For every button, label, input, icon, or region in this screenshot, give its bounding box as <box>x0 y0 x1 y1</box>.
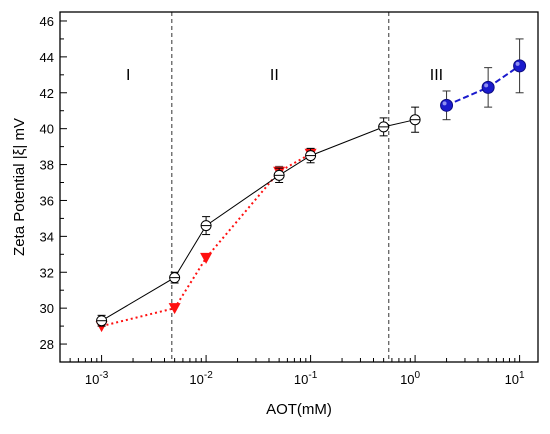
x-tick-base: 10 <box>294 372 308 387</box>
data-series <box>95 38 527 333</box>
x-tick-exponent: -2 <box>204 370 213 381</box>
x-tick-label: 101 <box>505 370 525 387</box>
y-tick-label: 28 <box>40 337 54 352</box>
y-tick-label: 40 <box>40 122 54 137</box>
y-tick-label: 38 <box>40 158 54 173</box>
y-tick-label: 30 <box>40 301 54 316</box>
region-label-1: I <box>126 67 130 84</box>
y-axis-ticks: 28 30 32 34 36 38 40 42 44 46 <box>40 14 67 352</box>
x-tick-exponent: 1 <box>519 370 525 381</box>
x-tick-label: 10-2 <box>189 370 213 387</box>
x-tick-label: 10-1 <box>294 370 318 387</box>
data-point <box>513 59 527 73</box>
x-tick-exponent: -3 <box>99 370 108 381</box>
y-tick-label: 44 <box>40 50 54 65</box>
plot-frame <box>59 11 539 363</box>
data-point-highlight <box>515 61 520 66</box>
x-tick-exponent: -1 <box>308 370 317 381</box>
x-tick-label: 10-3 <box>85 370 109 387</box>
y-tick-label: 46 <box>40 14 54 29</box>
x-tick-label: 100 <box>400 370 420 387</box>
x-tick-base: 10 <box>189 372 203 387</box>
x-tick-base: 10 <box>85 372 99 387</box>
x-tick-base: 10 <box>400 372 414 387</box>
region-label-2: II <box>270 67 279 84</box>
data-point-highlight <box>442 101 447 106</box>
data-point <box>440 98 454 112</box>
data-point <box>168 303 181 315</box>
x-axis-title: AOT(mM) <box>266 401 332 418</box>
y-tick-label: 42 <box>40 86 54 101</box>
y-tick-label: 34 <box>40 229 54 244</box>
data-point <box>200 252 213 264</box>
y-tick-label: 32 <box>40 265 54 280</box>
data-point-highlight <box>484 83 489 88</box>
series-3 <box>440 38 527 121</box>
series-line <box>101 152 312 328</box>
region-dividers <box>171 12 390 362</box>
x-tick-base: 10 <box>505 372 519 387</box>
series-line <box>101 119 416 322</box>
y-tick-label: 36 <box>40 193 54 208</box>
series-1 <box>96 106 421 327</box>
x-tick-exponent: 0 <box>415 370 421 381</box>
region-labels: I II III <box>126 67 443 84</box>
data-point <box>481 80 495 94</box>
region-label-3: III <box>430 67 443 84</box>
y-axis-title: Zeta Potential |ξ| mV <box>11 118 28 256</box>
x-axis-ticks: 10-3 10-2 10-1 100 101 <box>59 355 525 387</box>
